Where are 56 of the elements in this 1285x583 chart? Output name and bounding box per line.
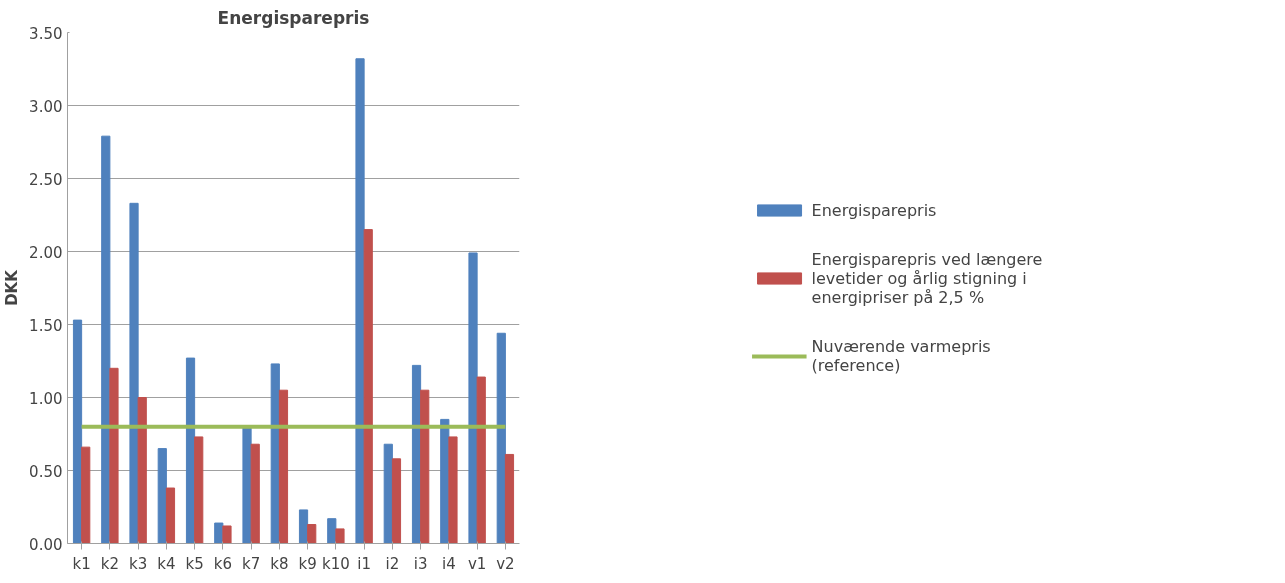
x-tick-label: i2	[385, 554, 400, 573]
bar	[165, 487, 176, 544]
x-tick-label: k2	[100, 554, 119, 573]
y-tick-label: 3.50	[29, 24, 63, 43]
y-tick-label: 2.50	[29, 170, 63, 189]
bar	[109, 367, 119, 544]
bar	[496, 332, 506, 544]
x-tick-label: k3	[129, 554, 148, 573]
x-tick-label: k4	[157, 554, 176, 573]
bar	[307, 524, 317, 544]
x-tick-label: v2	[496, 554, 515, 573]
bar	[81, 446, 91, 544]
bar	[194, 436, 204, 544]
x-tick-label: k7	[242, 554, 261, 573]
x-tick-label: k10	[321, 554, 350, 573]
y-tick-label: 0.50	[29, 462, 63, 481]
bar	[298, 509, 309, 544]
legend-label: Energisparepris ved længere levetider og årlig stigning i energipriser på 2,5 %	[811, 249, 1043, 307]
bar	[468, 252, 478, 544]
bar	[278, 389, 289, 544]
bar	[504, 453, 515, 544]
y-tick-label: 1.00	[29, 389, 63, 408]
y-tick-label: 0.00	[29, 535, 63, 554]
bar	[222, 525, 232, 544]
x-tick-label: i1	[357, 554, 371, 573]
bar	[448, 436, 458, 544]
bar	[250, 443, 260, 544]
x-tick-label: k1	[72, 554, 91, 573]
chart-title: Energisparepris	[217, 7, 370, 28]
legend-label: Nuværende varmepris (reference)	[811, 336, 991, 375]
bar	[355, 58, 365, 544]
bar	[129, 202, 139, 544]
x-tick-label: k9	[298, 554, 317, 573]
bar	[137, 397, 147, 544]
bar	[391, 458, 402, 544]
bar	[327, 518, 337, 544]
x-tick-label: k6	[213, 554, 232, 573]
y-tick-label: 3.00	[29, 97, 63, 116]
bar	[420, 389, 430, 544]
y-axis-title: DKK	[3, 268, 22, 306]
x-tick-label: v1	[467, 554, 487, 573]
x-tick-label: k8	[270, 554, 289, 573]
bar	[476, 376, 486, 544]
bar	[214, 522, 224, 544]
legend-label: Energisparepris	[811, 200, 937, 220]
x-tick-label: i3	[413, 554, 428, 573]
bar	[72, 319, 83, 544]
x-tick-label: k5	[185, 554, 204, 573]
x-tick-label: i4	[442, 554, 456, 573]
bar	[101, 135, 111, 544]
bar	[157, 448, 167, 544]
bar	[363, 229, 373, 544]
bar	[185, 357, 196, 544]
y-tick-label: 1.50	[29, 316, 63, 335]
bar	[335, 528, 345, 544]
y-tick-label: 2.00	[29, 243, 63, 262]
